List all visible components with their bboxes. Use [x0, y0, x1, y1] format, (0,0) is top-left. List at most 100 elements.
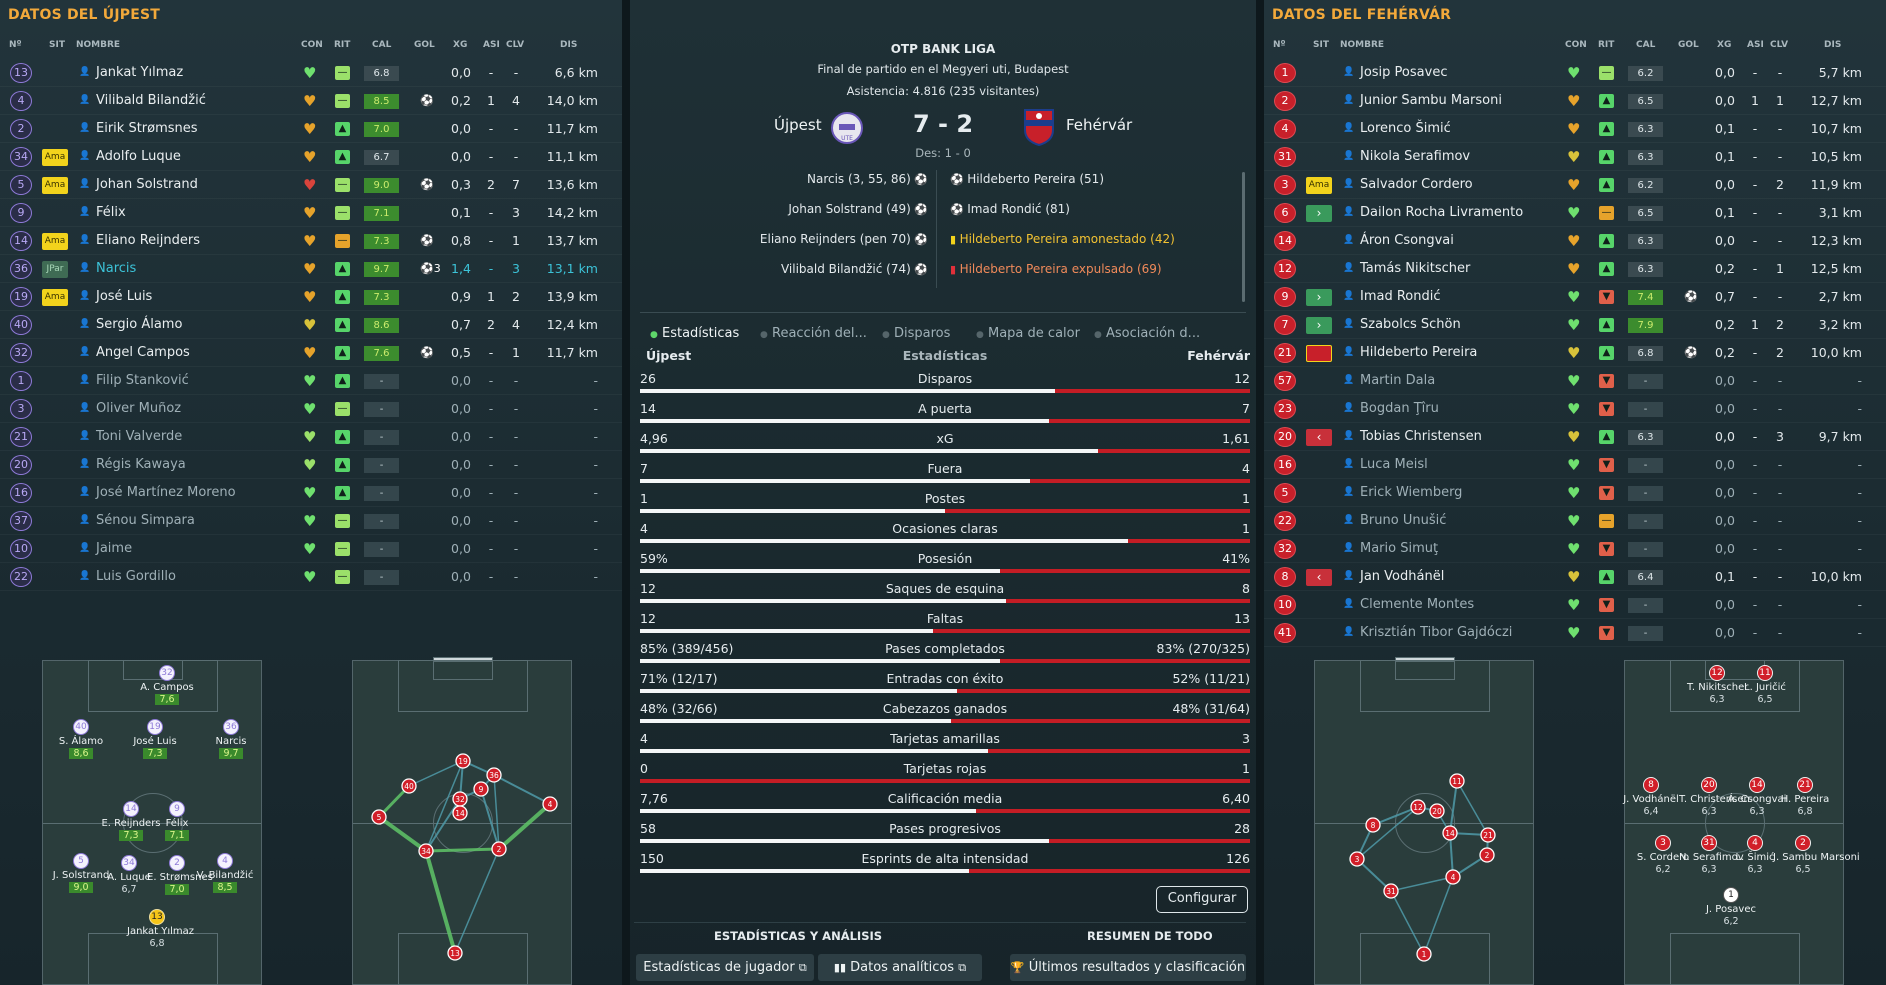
- network-node[interactable]: 12: [1410, 799, 1426, 815]
- formation-player[interactable]: 14 E. Reijnders 7,3: [101, 801, 161, 841]
- col-rit[interactable]: RIT: [334, 40, 351, 50]
- network-node[interactable]: 2: [1479, 847, 1495, 863]
- table-row[interactable]: 3 Ama 👤 Salvador Cordero ♥ ▲ 6.2 0,0 - 2 11,9 km: [1264, 171, 1886, 199]
- network-node[interactable]: 4: [542, 796, 558, 812]
- table-row[interactable]: 8 ‹ 👤 Jan Vodhánël ♥ ▲ 6.4 0,1 - - 10,0 km: [1264, 563, 1886, 591]
- table-row[interactable]: 23 👤 Bogdan Ţîru ♥ ▼ -0,0- - -: [1264, 395, 1886, 423]
- player-name[interactable]: Sergio Álamo: [96, 317, 183, 332]
- player-name[interactable]: Eirik Strømsnes: [96, 121, 198, 136]
- formation-player[interactable]: 21 H. Pereira 6,8: [1775, 777, 1835, 817]
- formation-player[interactable]: 31 N. Serafimov 6,3: [1679, 835, 1744, 875]
- player-name[interactable]: Erick Wiemberg: [1360, 485, 1463, 500]
- player-name[interactable]: Lorenco Šimić: [1360, 121, 1451, 136]
- col-asi[interactable]: ASI: [1747, 40, 1764, 50]
- network-node[interactable]: 1: [1416, 946, 1432, 962]
- home-goal-event[interactable]: Johan Solstrand (49) ⚽: [760, 194, 928, 224]
- network-node[interactable]: 3: [1349, 851, 1365, 867]
- table-row[interactable]: 22 👤 Luis Gordillo ♥ — -0,0- - -: [0, 563, 622, 591]
- table-row[interactable]: 34 Ama 👤 Adolfo Luque ♥ ▲ 6.7 0,0 - - 11,1 km: [0, 143, 622, 171]
- table-row[interactable]: 16 👤 José Martínez Moreno ♥ ▲ -0,0- - -: [0, 479, 622, 507]
- col-gol[interactable]: GOL: [414, 40, 435, 50]
- table-row[interactable]: 40 👤 Sergio Álamo ♥ ▲ 8.6 0,7 2 4 12,4 km: [0, 311, 622, 339]
- table-row[interactable]: 31 👤 Nikola Serafimov ♥ ▲ 6.3 0,1 - - 10,5 km: [1264, 143, 1886, 171]
- table-row[interactable]: 9 › 👤 Imad Rondić ♥ ▼ 7.4 ⚽ 0,7 - - 2,7 km: [1264, 283, 1886, 311]
- away-event[interactable]: ⚽ Hildeberto Pereira (51): [950, 164, 1175, 194]
- table-row[interactable]: 41 👤 Krisztián Tibor Gajdóczi ♥ ▼ -0,0- - -: [1264, 619, 1886, 647]
- network-node[interactable]: 34: [418, 843, 434, 859]
- col-cal[interactable]: CAL: [372, 40, 392, 50]
- home-goal-event[interactable]: Eliano Reijnders (pen 70) ⚽: [760, 224, 928, 254]
- player-name[interactable]: Mario Simuţ: [1360, 541, 1439, 556]
- col-num[interactable]: Nº: [1273, 40, 1286, 50]
- table-row[interactable]: 32 👤 Angel Campos ♥ ▲ 7.6 ⚽ 0,5 - 1 11,7 km: [0, 339, 622, 367]
- formation-player[interactable]: 19 José Luis 7,3: [125, 719, 185, 759]
- formation-player[interactable]: 3 S. Cordero 6,2: [1633, 835, 1693, 875]
- formation-player[interactable]: 13 Jankat Yılmaz 6,8: [127, 909, 194, 949]
- table-row[interactable]: 32 👤 Mario Simuţ ♥ ▼ -0,0- - -: [1264, 535, 1886, 563]
- col-sit[interactable]: SIT: [1313, 40, 1329, 50]
- table-row[interactable]: 20 ‹ 👤 Tobias Christensen ♥ ▲ 6.3 0,0 - 3 9,7 km: [1264, 423, 1886, 451]
- table-row[interactable]: 2 👤 Eirik Strømsnes ♥ ▲ 7.0 0,0 - - 11,7 km: [0, 115, 622, 143]
- away-event[interactable]: ⚽ Imad Rondić (81): [950, 194, 1175, 224]
- player-name[interactable]: Jaime: [96, 541, 133, 556]
- player-name[interactable]: Félix: [96, 205, 126, 220]
- col-name[interactable]: NOMBRE: [76, 40, 121, 50]
- network-node[interactable]: 5: [371, 809, 387, 825]
- table-row[interactable]: 22 👤 Bruno Unušić ♥ — -0,0- - -: [1264, 507, 1886, 535]
- table-row[interactable]: 37 👤 Sénou Simpara ♥ — -0,0- - -: [0, 507, 622, 535]
- table-row[interactable]: 57 👤 Martin Dala ♥ ▼ -0,0- - -: [1264, 367, 1886, 395]
- player-name[interactable]: José Luis: [96, 289, 153, 304]
- formation-player[interactable]: 4 L. Šimić 6,3: [1725, 835, 1785, 875]
- away-event[interactable]: ▮ Hildeberto Pereira expulsado (69): [950, 254, 1175, 284]
- player-name[interactable]: Bogdan Ţîru: [1360, 401, 1439, 416]
- table-row[interactable]: 14 👤 Áron Csongvai ♥ ▲ 6.3 0,0 - - 12,3 km: [1264, 227, 1886, 255]
- tab-mapa-de-calor[interactable]: ● Mapa de calor: [976, 326, 1080, 341]
- network-node[interactable]: 2: [491, 841, 507, 857]
- player-name[interactable]: Oliver Muñoz: [96, 401, 182, 416]
- player-name[interactable]: Johan Solstrand: [96, 177, 198, 192]
- player-name[interactable]: Josip Posavec: [1360, 65, 1448, 80]
- table-row[interactable]: 10 👤 Clemente Montes ♥ ▼ -0,0- - -: [1264, 591, 1886, 619]
- formation-player[interactable]: 2 J. Sambu Marsoni 6,5: [1773, 835, 1860, 875]
- results-table-button[interactable]: 🏆 Últimos resultados y clasificación: [1010, 954, 1246, 981]
- player-name[interactable]: Dailon Rocha Livramento: [1360, 205, 1524, 220]
- formation-player[interactable]: 12 T. Nikitscher 6,3: [1687, 665, 1748, 705]
- table-row[interactable]: 1 👤 Filip Stanković ♥ ▲ -0,0- - -: [0, 367, 622, 395]
- player-name[interactable]: Tobias Christensen: [1360, 429, 1482, 444]
- table-row[interactable]: 4 👤 Vilibald Bilandžić ♥ — 8.5 ⚽ 0,2 1 4 14,0 km: [0, 87, 622, 115]
- formation-player[interactable]: 8 J. Vodhánël 6,4: [1621, 777, 1681, 817]
- table-row[interactable]: 19 Ama 👤 José Luis ♥ ▲ 7.3 0,9 1 2 13,9 km: [0, 283, 622, 311]
- table-row[interactable]: 13 👤 Jankat Yılmaz ♥ — 6.8 0,0 - - 6,6 km: [0, 59, 622, 87]
- table-row[interactable]: 16 👤 Luca Meisl ♥ ▼ -0,0- - -: [1264, 451, 1886, 479]
- network-node[interactable]: 36: [486, 767, 502, 783]
- network-node[interactable]: 14: [452, 805, 468, 821]
- player-name[interactable]: Imad Rondić: [1360, 289, 1441, 304]
- tab-estadisticas[interactable]: ● Estadísticas: [650, 326, 740, 341]
- network-node[interactable]: 19: [455, 753, 471, 769]
- table-row[interactable]: 9 👤 Félix ♥ — 7.1 0,1 - 3 14,2 km: [0, 199, 622, 227]
- player-name[interactable]: Vilibald Bilandžić: [96, 93, 206, 108]
- network-node[interactable]: 11: [1449, 773, 1465, 789]
- formation-player[interactable]: 14 Á. Csongvai 6,3: [1727, 777, 1787, 817]
- tab-reaccion[interactable]: ● Reacción del...: [760, 326, 867, 341]
- col-sit[interactable]: SIT: [49, 40, 65, 50]
- table-row[interactable]: 6 › 👤 Dailon Rocha Livramento ♥ — 6.5 0,1 - - 3,1 …: [1264, 199, 1886, 227]
- player-name[interactable]: Régis Kawaya: [96, 457, 186, 472]
- table-row[interactable]: 21 👤 Hildeberto Pereira ♥ ▲ 6.8 ⚽ 0,2 - 2 10,0 km: [1264, 339, 1886, 367]
- player-name[interactable]: Jankat Yılmaz: [96, 65, 184, 80]
- events-scrollbar[interactable]: [1242, 172, 1245, 302]
- formation-player[interactable]: 5 J. Solstrand 9,0: [51, 853, 111, 893]
- col-xg[interactable]: XG: [453, 40, 468, 50]
- table-row[interactable]: 14 Ama 👤 Eliano Reijnders ♥ — 7.3 ⚽ 0,8 - 1 13,7 km: [0, 227, 622, 255]
- col-cal[interactable]: CAL: [1636, 40, 1656, 50]
- col-gol[interactable]: GOL: [1678, 40, 1699, 50]
- network-node[interactable]: 20: [1429, 803, 1445, 819]
- player-name[interactable]: Tamás Nikitscher: [1360, 261, 1471, 276]
- network-node[interactable]: 13: [447, 945, 463, 961]
- tab-disparos[interactable]: ● Disparos: [882, 326, 951, 341]
- player-name[interactable]: Szabolcs Schön: [1360, 317, 1461, 332]
- formation-player[interactable]: 20 T. Christensen 6,3: [1679, 777, 1750, 817]
- home-team-name[interactable]: Újpest: [774, 116, 822, 134]
- table-row[interactable]: 3 👤 Oliver Muñoz ♥ — -0,0- - -: [0, 395, 622, 423]
- network-node[interactable]: 8: [1365, 817, 1381, 833]
